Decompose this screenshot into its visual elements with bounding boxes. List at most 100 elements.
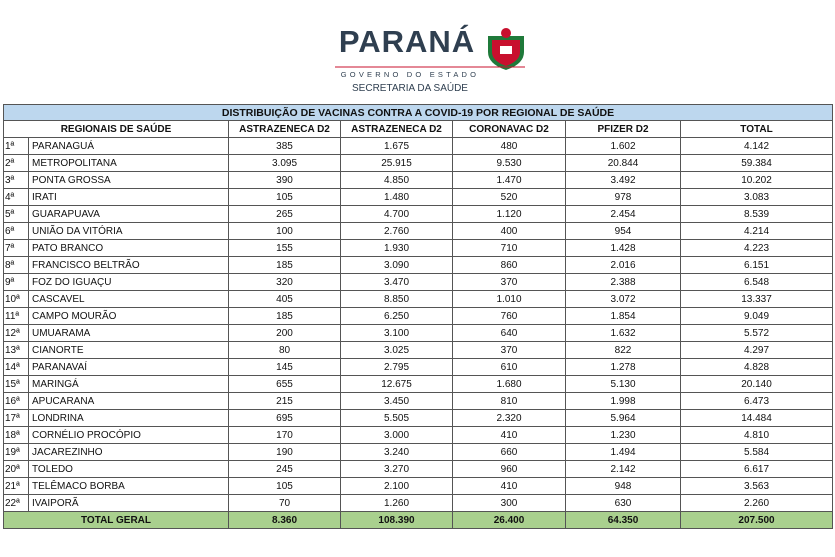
table-cell: 520 [452,188,566,206]
table-cell: 6ª [3,222,29,240]
table-cell: 1.230 [565,426,681,444]
table-cell: 185 [228,307,341,325]
table-cell: 710 [452,239,566,257]
table-cell: 19ª [3,443,29,461]
table-cell: METROPOLITANA [28,154,229,172]
table-cell: 4.700 [340,205,453,223]
table-cell: CASCAVEL [28,290,229,308]
data-row: 1ª PARANAGUÁ 385 1.675 480 1.602 4.142 [3,137,834,155]
table-cell: 4.850 [340,171,453,189]
table-cell: 8.360 [228,511,341,529]
table-title-row: DISTRIBUIÇÃO DE VACINAS CONTRA A COVID-1… [2,104,834,121]
table-cell: 4.828 [679,358,834,376]
table-cell: 3.270 [340,460,453,478]
table-cell: ASTRAZENECA D2 [228,120,341,138]
table-cell: 1.602 [565,137,681,155]
table-cell: 480 [452,137,566,155]
table-cell: 5.964 [565,409,681,427]
table-cell: 640 [452,324,566,342]
table-cell: 64.350 [565,511,681,529]
table-cell: GUARAPUAVA [28,205,229,223]
table-cell: CORNÉLIO PROCÓPIO [28,426,229,444]
table-cell: 954 [565,222,681,240]
data-row: 13ª CIANORTE 80 3.025 370 822 4.297 [3,341,834,359]
table-cell: FOZ DO IGUAÇU [28,273,229,291]
table-cell: 6.250 [340,307,453,325]
table-cell: 3.563 [679,477,834,495]
table-cell: 4.223 [679,239,834,257]
table-cell: 1.930 [340,239,453,257]
table-cell: 1.470 [452,171,566,189]
table-cell: 245 [228,460,341,478]
table-cell: 3.492 [565,171,681,189]
table-cell: REGIONAIS DE SAÚDE [3,120,229,138]
table-cell: TELÊMACO BORBA [28,477,229,495]
table-cell: CAMPO MOURÃO [28,307,229,325]
table-cell: 100 [228,222,341,240]
table-cell: 7ª [3,239,29,257]
table-cell: 400 [452,222,566,240]
table-cell: 1.680 [452,375,566,393]
coat-of-arms [488,28,524,70]
table-cell: 2.454 [565,205,681,223]
table-cell: 385 [228,137,341,155]
table-cell: LONDRINA [28,409,229,427]
table-cell: 1ª [3,137,29,155]
table-cell: 5.584 [679,443,834,461]
table-cell: 960 [452,460,566,478]
table-cell: 25.915 [340,154,453,172]
table-cell: 3.240 [340,443,453,461]
table-cell: 2.142 [565,460,681,478]
data-row: 18ª CORNÉLIO PROCÓPIO 170 3.000 410 1.230 4.81… [3,426,834,444]
table-cell: 3.025 [340,341,453,359]
table-cell: PFIZER D2 [565,120,681,138]
data-row: 8ª FRANCISCO BELTRÃO 185 3.090 860 2.016 6.151 [3,256,834,274]
table-cell: 155 [228,239,341,257]
table-cell: 655 [228,375,341,393]
table-cell: FRANCISCO BELTRÃO [28,256,229,274]
table-cell: 9ª [3,273,29,291]
table-cell: 15ª [3,375,29,393]
table-cell: 14ª [3,358,29,376]
table-cell: 3ª [3,171,29,189]
table-cell: 1.120 [452,205,566,223]
table-cell: 9.530 [452,154,566,172]
table-cell: 760 [452,307,566,325]
table-cell: 6.151 [679,256,834,274]
table-cell: 948 [565,477,681,495]
table-cell: 200 [228,324,341,342]
table-cell: 370 [452,341,566,359]
table-cell: 105 [228,477,341,495]
table-cell: 11ª [3,307,29,325]
table-cell: 3.450 [340,392,453,410]
table-cell: 300 [452,494,566,512]
table-cell: IVAIPORÃ [28,494,229,512]
table-cell: 410 [452,426,566,444]
table-cell: 10ª [3,290,29,308]
table-cell: TOTAL GERAL [3,511,229,529]
table-cell: TOLEDO [28,460,229,478]
logo-department: SECRETARIA DA SAÚDE [352,81,468,94]
table-cell: PARANAVAÍ [28,358,229,376]
table-cell: 265 [228,205,341,223]
table-cell: 5.505 [340,409,453,427]
data-row: 12ª UMUARAMA 200 3.100 640 1.632 5.572 [3,324,834,342]
vaccine-table: DISTRIBUIÇÃO DE VACINAS CONTRA A COVID-1… [2,104,834,529]
table-cell: 14.484 [679,409,834,427]
data-row: 21ª TELÊMACO BORBA 105 2.100 410 948 3.563 [3,477,834,495]
table-cell: 695 [228,409,341,427]
table-cell: 22ª [3,494,29,512]
table-cell: UMUARAMA [28,324,229,342]
table-cell: 390 [228,171,341,189]
table-cell: 59.384 [679,154,834,172]
data-row: 2ª METROPOLITANA 3.095 25.915 9.530 20.844 59.… [3,154,834,172]
table-cell: 10.202 [679,171,834,189]
data-row: 11ª CAMPO MOURÃO 185 6.250 760 1.854 9.049 [3,307,834,325]
logo: PARANÁ GOVERNO DO ESTADO SECRETARIA DA S… [335,24,525,94]
table-cell: 108.390 [340,511,453,529]
table-cell: 207.500 [679,511,834,529]
table-cell: 6.548 [679,273,834,291]
table-cell: 105 [228,188,341,206]
table-cell: DISTRIBUIÇÃO DE VACINAS CONTRA A COVID-1… [2,104,834,121]
